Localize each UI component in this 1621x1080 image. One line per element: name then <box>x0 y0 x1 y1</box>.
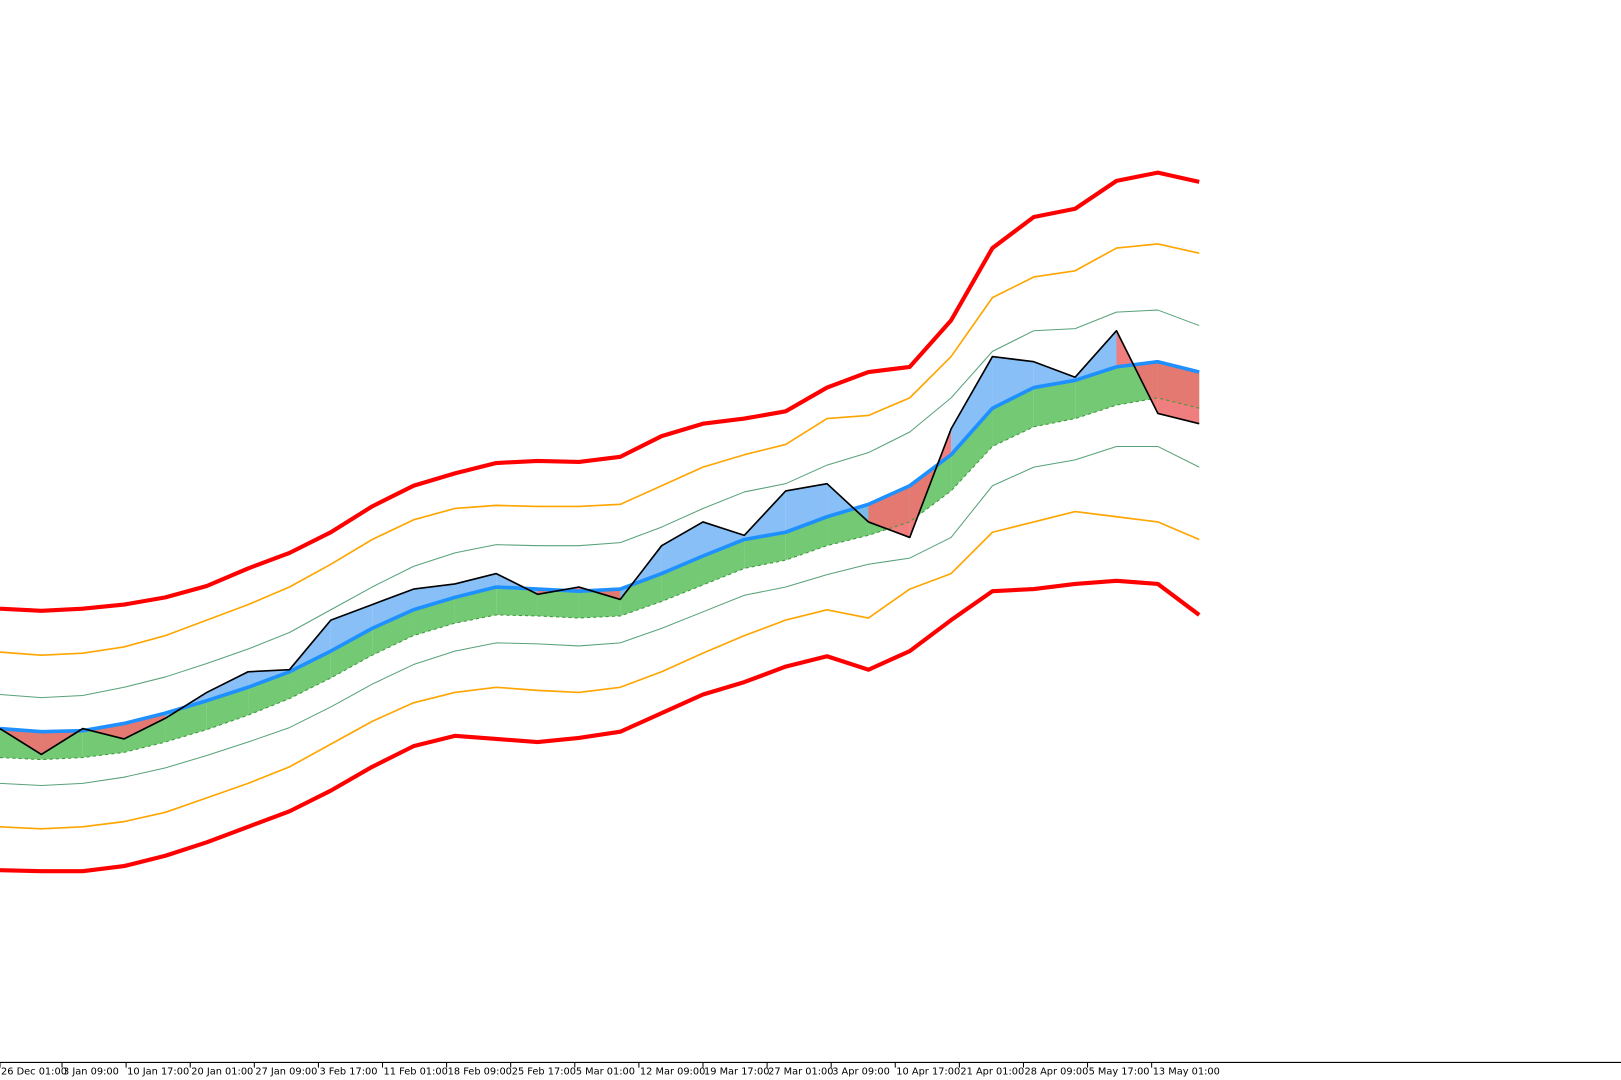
ma-band-fill <box>661 556 703 602</box>
price-below-fill <box>82 723 125 739</box>
x-tick-label: 5 May 17:00 <box>1089 1067 1150 1078</box>
x-tick-label: 11 Feb 01:00 <box>384 1067 448 1078</box>
ma-band-fill <box>1075 366 1117 419</box>
ma-band-fill <box>496 587 538 616</box>
ma-band-fill <box>372 609 414 656</box>
price-below-fill <box>1157 361 1200 424</box>
price-below-fill <box>124 713 166 739</box>
ma-band-fill <box>702 539 745 585</box>
x-tick-label: 10 Apr 17:00 <box>896 1067 960 1078</box>
envelope-line <box>0 309 1200 699</box>
envelope-line <box>0 578 1201 874</box>
x-tick-label: 5 Mar 01:00 <box>576 1067 635 1078</box>
ma-band-fill <box>289 651 331 699</box>
ma-band-fill <box>785 516 828 561</box>
ma-band-fill <box>248 671 290 716</box>
ma-band-fill <box>1033 380 1076 427</box>
x-tick-label: 13 May 01:00 <box>1153 1067 1220 1078</box>
x-tick-label: 26 Dec 01:00 <box>1 1067 67 1078</box>
ma-band-fill <box>620 573 662 616</box>
envelope-line <box>0 510 1200 830</box>
x-tick-label: 28 Apr 09:00 <box>1024 1067 1088 1078</box>
x-tick-label: 12 Mar 09:00 <box>640 1067 705 1078</box>
price-above-fill <box>992 356 1034 409</box>
x-tick-label: 10 Jan 17:00 <box>127 1067 189 1078</box>
x-tick-label: 3 Feb 17:00 <box>319 1067 377 1078</box>
ma-band-fill <box>330 628 373 678</box>
price-above-fill <box>206 671 249 701</box>
price-above-fill <box>702 521 745 557</box>
price-below-fill <box>868 485 910 538</box>
envelope-line <box>0 445 1200 786</box>
x-tick-label: 3 Apr 09:00 <box>832 1067 890 1078</box>
price-above-fill <box>454 573 497 598</box>
price-above-fill <box>413 583 455 610</box>
price-above-fill <box>951 356 993 455</box>
x-tick-label: 18 Feb 09:00 <box>448 1067 512 1078</box>
x-tick-label: 27 Jan 09:00 <box>255 1067 317 1078</box>
x-tick-label: 19 Mar 17:00 <box>704 1067 769 1078</box>
ma-band-fill <box>744 532 786 569</box>
x-tick-label: 27 Mar 01:00 <box>768 1067 833 1078</box>
moving-average-line <box>0 359 1200 734</box>
band-lower-line <box>0 397 1200 761</box>
ma-band-fill <box>537 589 579 619</box>
price-line <box>0 329 1200 756</box>
price-above-fill <box>661 521 703 574</box>
x-tick-label: 20 Jan 01:00 <box>191 1067 253 1078</box>
price-above-fill <box>372 589 414 629</box>
envelope-line <box>0 243 1200 657</box>
x-tick-label: 21 Apr 01:00 <box>960 1067 1024 1078</box>
x-tick-label: 25 Feb 17:00 <box>512 1067 576 1078</box>
x-tick-label: 3 Jan 09:00 <box>63 1067 119 1078</box>
envelope-line <box>0 170 1200 613</box>
ma-band-fill <box>951 408 993 491</box>
